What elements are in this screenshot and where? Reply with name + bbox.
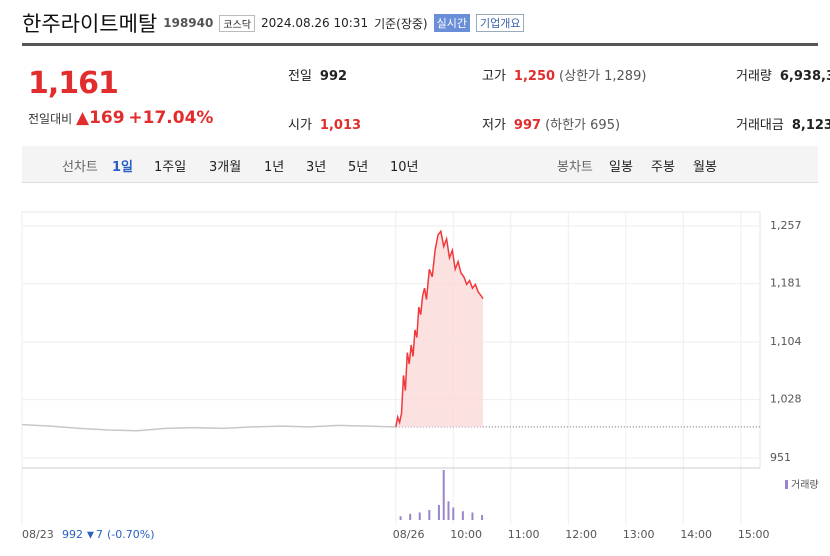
stat-value: 1,250 — [513, 69, 556, 84]
x-tick-label: 11:00 — [508, 528, 540, 541]
stat-label: 거래량 — [736, 69, 772, 84]
x-tick-label: 13:00 — [623, 528, 655, 541]
y-tick-label: 951 — [770, 451, 791, 464]
stat-label: 거래대금 — [736, 118, 784, 133]
y-tick-label: 1,257 — [770, 219, 802, 232]
prev-close: 992 — [62, 528, 83, 541]
tab[interactable]: 3년 — [306, 160, 327, 175]
legend-label: 거래량 — [791, 479, 819, 491]
y-tick-label: 1,104 — [770, 335, 802, 348]
stat-value: 8,123 — [791, 118, 830, 133]
area — [395, 231, 484, 427]
stat-value: 1,013 — [319, 118, 362, 133]
prev-change-arrow: ▼ — [87, 531, 94, 541]
stat-label: 전일 — [288, 69, 312, 84]
change: 전일대비 ▲169 +17.04% — [28, 108, 214, 128]
prev-change-pct: (-0.70%) — [107, 528, 155, 541]
stat-value: 6,938,355 — [779, 69, 830, 84]
volume-bar — [437, 505, 440, 520]
volume-bar — [399, 516, 402, 520]
stat: 전일 992 — [284, 65, 478, 84]
company-info-button[interactable]: 기업개요 — [475, 14, 525, 32]
tab[interactable]: 1일 — [112, 160, 134, 175]
market: 코스닥 — [219, 14, 255, 32]
plot-frame — [21, 211, 761, 469]
x-tick-label: 08/26 — [393, 528, 425, 541]
x-tick-label: 10:00 — [450, 528, 482, 541]
stats-row: 전일 992 고가 1,250(상한가 1,289) 거래량 6,938,355 — [284, 65, 830, 84]
tab-label: 봉차트 — [557, 160, 593, 175]
tab[interactable]: 5년 — [348, 160, 369, 175]
x-tick-label: 14:00 — [680, 528, 712, 541]
stock-name: 한주라이트메탈 — [22, 12, 158, 36]
volume-bar — [481, 515, 484, 520]
x-tick-label: 15:00 — [738, 528, 770, 541]
tab[interactable]: 10년 — [390, 160, 419, 175]
stat-label: 고가 — [482, 69, 506, 84]
volume-bar — [452, 507, 455, 520]
stat: 시가 1,013 — [284, 114, 478, 133]
price-line — [395, 229, 484, 428]
stat: 고가 1,250 (상한가 1,289) — [478, 65, 732, 84]
change-label: 전일대비 — [28, 112, 73, 126]
volume-bar — [442, 470, 445, 520]
stat-value: 992 — [319, 69, 348, 84]
stat-value: 997 — [513, 118, 542, 133]
x-tick-label: 08/23 — [22, 528, 54, 541]
volume-bar — [471, 512, 474, 520]
tabs: 선차트 1일 1주일 3개월 1년 3년 5년 10년 봉차트 일봉 주봉 월봉 — [22, 146, 818, 183]
current-price: 1,161 — [28, 66, 119, 101]
legend-swatch — [785, 480, 788, 489]
stat-note: (상한가 1,289) — [559, 69, 647, 84]
y-tick-label: 1,181 — [770, 277, 802, 290]
volume-bar — [428, 510, 431, 520]
stat-label: 시가 — [288, 118, 312, 133]
stock-code: 198940 — [163, 16, 214, 30]
tab[interactable]: 3개월 — [209, 160, 242, 175]
volume-bar — [447, 501, 450, 520]
stat: 거래량 6,938,355 — [732, 65, 830, 84]
price-line — [21, 423, 396, 432]
tab-label: 선차트 — [62, 160, 98, 175]
realtime-button[interactable]: 실시간 — [433, 14, 470, 32]
tab[interactable]: 월봉 — [693, 160, 717, 175]
tab[interactable]: 1년 — [264, 160, 285, 175]
basis: 기준(장중) — [374, 16, 428, 31]
header: 한주라이트메탈 198940 코스닥 2024.08.26 10:31 기준(장… — [22, 8, 525, 38]
tab[interactable]: 1주일 — [154, 160, 187, 175]
volume-bar — [418, 512, 421, 520]
x-tick-label: 12:00 — [565, 528, 597, 541]
datetime: 2024.08.26 10:31 — [260, 16, 369, 30]
stat-label: 저가 — [482, 118, 506, 133]
change-value: 169 — [89, 108, 125, 128]
y-tick-label: 1,028 — [770, 393, 802, 406]
stat-note: (하한가 695) — [545, 118, 621, 133]
volume-bar — [461, 511, 464, 520]
tab[interactable]: 일봉 — [609, 160, 633, 175]
tab[interactable]: 주봉 — [651, 160, 675, 175]
volume-bar — [409, 513, 412, 520]
stat: 저가 997 (하한가 695) — [478, 114, 732, 133]
prev-change: 7 — [96, 528, 103, 541]
change-pct: +17.04% — [128, 108, 214, 128]
